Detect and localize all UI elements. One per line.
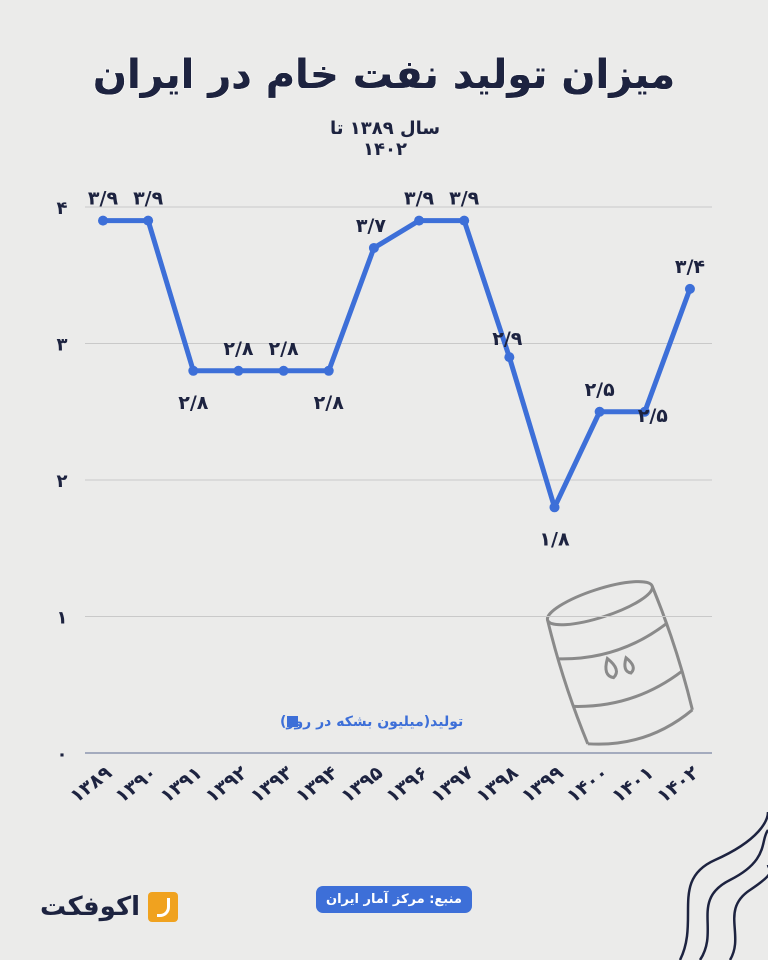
series-line [103,218,693,510]
data-point [504,352,515,363]
data-point [684,283,695,294]
x-tick-label: ۱۳۹۴ [292,762,342,808]
x-tick-label: ۱۳۹۹ [517,761,567,807]
data-label: ۳/۷ [356,215,387,237]
x-tick-label: ۱۳۹۶ [382,762,432,808]
data-point [414,215,425,226]
data-point [594,406,605,417]
data-point [323,365,334,376]
y-tick-label: ۴ [57,198,68,219]
x-tick-label: ۱۴۰۲ [653,761,703,807]
data-point [278,365,289,376]
data-point [549,502,560,513]
data-label: ۲/۹ [492,328,523,350]
data-label: ۲/۵ [585,379,616,401]
data-label: ۳/۹ [449,188,480,210]
x-tick-label: ۱۴۰۱ [608,762,658,808]
source-badge: منبع: مرکز آمار ایران [316,886,472,913]
data-label: ۲/۸ [178,392,209,414]
brand-logo: اکوفکت [40,892,179,922]
data-label: ۲/۸ [314,392,345,414]
data-point [459,215,470,226]
x-tick-label: ۱۳۹۰ [111,762,161,808]
data-label: ۲/۸ [223,338,254,360]
logo-text: اکوفکت [40,892,141,922]
data-label: ۳/۹ [404,188,435,210]
x-tick-label: ۱۳۹۱ [156,762,206,808]
y-tick-label: ۱ [57,608,68,629]
decorative-waves [678,811,768,960]
x-tick-label: ۱۳۹۵ [337,761,387,807]
x-tick-label: ۱۳۸۹ [66,761,116,807]
logo-mark-icon [148,892,179,922]
legend-label: تولید(میلیون بشکه در روز) [280,714,463,730]
y-tick-label: ۲ [57,471,68,492]
data-label: ۲/۸ [269,338,300,360]
x-tick-label: ۱۳۹۸ [472,761,522,807]
x-tick-label: ۱۳۹۳ [247,761,297,807]
x-tick-label: ۱۴۰۰ [563,762,613,808]
x-tick-label: ۱۳۹۲ [201,761,251,807]
data-point [143,215,154,226]
data-label: ۳/۹ [88,188,119,210]
data-label: ۲/۵ [638,405,669,427]
chart-title: میزان تولید نفت خام در ایران [92,51,676,99]
data-point [188,365,199,376]
legend-swatch [287,716,298,727]
x-tick-label: ۱۳۹۷ [427,761,477,807]
data-label: ۱/۸ [539,528,570,550]
y-tick-label: ۳ [57,335,68,356]
oil-barrel-icon [545,580,694,746]
y-tick-label: ۰ [57,744,68,765]
data-point [639,406,650,417]
data-point [233,365,244,376]
chart-subtitle: سال ۱۳۸۹ تا ۱۴۰۲ [329,118,441,160]
data-point [368,242,379,253]
data-label: ۳/۹ [133,188,164,210]
data-point [98,215,108,226]
data-label: ۳/۴ [675,256,705,278]
